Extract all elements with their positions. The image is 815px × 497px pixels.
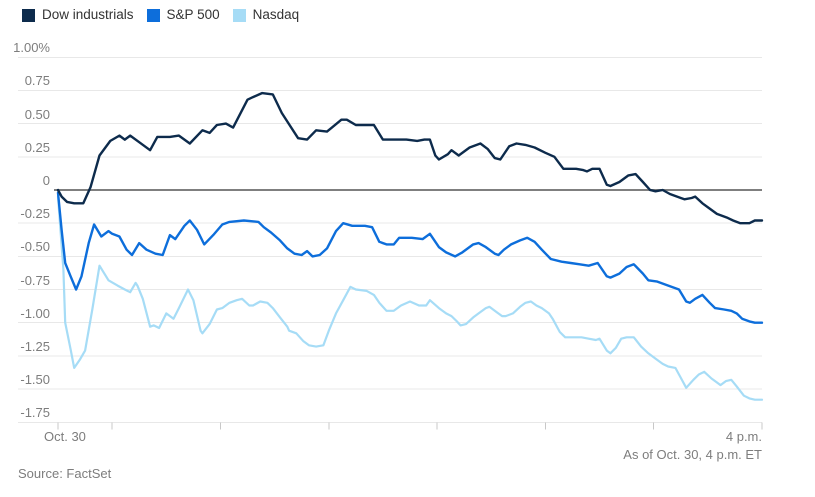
legend-item-nasdaq: Nasdaq [232,7,300,23]
series-path-s-p-500 [56,191,764,324]
y-axis-label: -0.50 [20,239,50,255]
series-path-nasdaq [56,195,764,401]
legend-item-sp500: S&P 500 [146,7,220,23]
y-axis-label: 0 [42,173,50,188]
legend-label-dow: Dow industrials [42,7,134,22]
as-of-note: As of Oct. 30, 4 p.m. ET [623,447,762,462]
chart-legend: Dow industrials S&P 500 Nasdaq [22,7,299,23]
source-note: Source: FactSet [18,466,112,481]
y-axis-label: -1.50 [20,372,50,388]
y-axis-label: -1.75 [20,405,50,421]
x-axis-label-start: Oct. 30 [44,429,86,444]
nasdaq-swatch-icon [232,8,246,22]
legend-label-nasdaq: Nasdaq [252,7,300,22]
sp500-swatch-icon [146,8,160,22]
y-axis-label: 0.75 [24,73,50,89]
y-axis-label: -0.25 [20,206,50,222]
dow-swatch-icon [22,8,35,22]
x-axis-label-end: 4 p.m. [725,429,762,444]
y-axis-label: 1.00% [13,40,50,56]
series-path-dow-industrials [56,91,764,225]
y-axis-label: 0.50 [24,106,50,122]
y-axis-label: -0.75 [20,272,50,288]
y-axis-label: -1.25 [20,338,50,354]
legend-item-dow: Dow industrials [22,7,134,23]
y-axis-label: -1.00 [20,305,50,321]
legend-label-sp500: S&P 500 [166,7,220,22]
y-axis-label: 0.25 [24,139,50,155]
